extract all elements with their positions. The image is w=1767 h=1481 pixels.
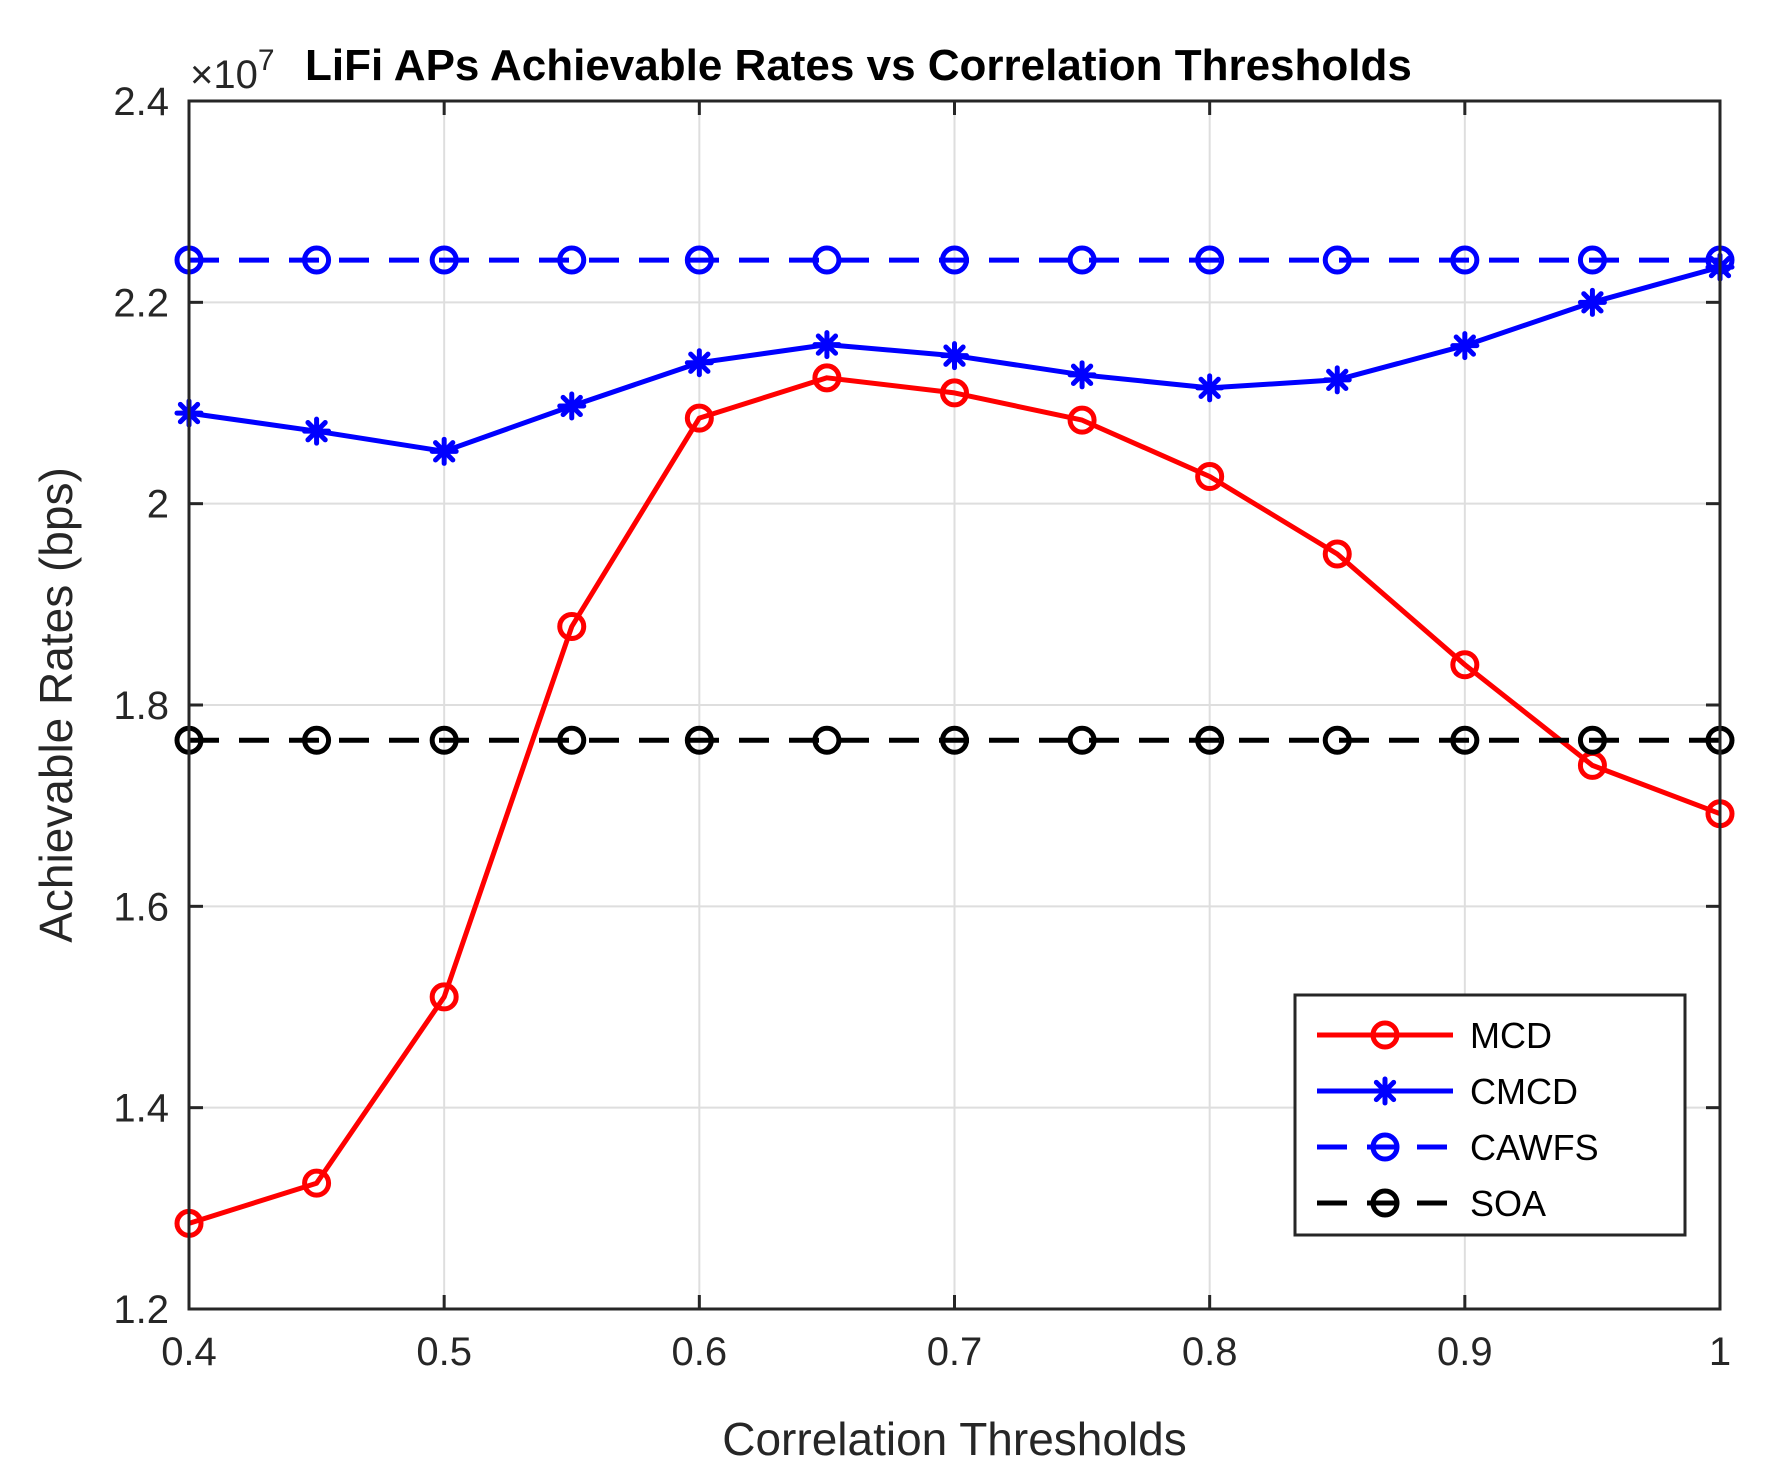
data-point-soa bbox=[557, 725, 587, 755]
exponent-base: ×10 bbox=[190, 53, 258, 97]
y-tick-label: 2 bbox=[147, 483, 169, 527]
data-point-cawfs bbox=[1450, 245, 1480, 275]
data-point-soa bbox=[1577, 725, 1607, 755]
asterisk-stroke bbox=[1198, 376, 1221, 400]
x-tick-label: 1 bbox=[1709, 1330, 1731, 1374]
data-point-mcd bbox=[940, 378, 969, 408]
data-point-mcd bbox=[1195, 461, 1225, 491]
data-point-cawfs bbox=[1195, 245, 1225, 275]
asterisk-stroke bbox=[1326, 368, 1349, 391]
data-point-cawfs bbox=[940, 245, 969, 275]
asterisk-stroke bbox=[943, 344, 966, 367]
data-point-soa bbox=[1195, 725, 1225, 755]
asterisk-stroke bbox=[1581, 291, 1604, 314]
series-line-mcd bbox=[188, 375, 1721, 1226]
asterisk-stroke bbox=[815, 333, 839, 356]
data-point-cmcd bbox=[1450, 331, 1480, 361]
data-point-soa bbox=[684, 725, 714, 755]
data-point-cmcd bbox=[557, 391, 587, 421]
axis-ticks: 0.4 0.5 0.6 0.7 0.8 0.9 1 1.2 1.4 1.6 1.8 2 2.2 2.4 bbox=[113, 80, 1731, 1374]
exponent-power: 7 bbox=[258, 44, 275, 77]
data-point-soa bbox=[812, 725, 842, 755]
y-tick-label: 2.2 bbox=[113, 281, 169, 325]
legend: MCD CMCD CAWFS SOA bbox=[1293, 993, 1687, 1237]
legend-label-mcd: MCD bbox=[1470, 1015, 1552, 1056]
y-axis-label: Achievable Rates (bps) bbox=[30, 467, 82, 943]
legend-label-cawfs: CAWFS bbox=[1470, 1127, 1599, 1168]
data-point-cmcd bbox=[812, 330, 842, 360]
data-point-cawfs bbox=[429, 245, 459, 275]
y-tick-label: 1.8 bbox=[113, 684, 169, 728]
data-point-cmcd bbox=[1577, 287, 1607, 317]
data-point-cawfs bbox=[1577, 245, 1607, 275]
x-tick-label: 0.7 bbox=[927, 1330, 983, 1374]
y-tick-label: 1.4 bbox=[113, 1087, 169, 1131]
data-point-cmcd bbox=[1322, 365, 1352, 395]
legend-marker-mcd bbox=[1370, 1020, 1400, 1050]
asterisk-stroke bbox=[560, 394, 583, 418]
data-point-soa bbox=[1322, 725, 1352, 755]
y-tick-label: 1.6 bbox=[113, 885, 169, 929]
y-tick-label: 1.2 bbox=[113, 1288, 169, 1332]
data-point-mcd bbox=[1067, 405, 1097, 435]
data-point-cawfs bbox=[557, 245, 587, 275]
data-point-cmcd bbox=[302, 416, 332, 446]
data-point-cawfs bbox=[1067, 245, 1097, 275]
legend-marker-soa bbox=[1370, 1188, 1400, 1218]
data-point-cmcd bbox=[429, 436, 459, 466]
asterisk-stroke bbox=[305, 420, 328, 443]
asterisk-stroke bbox=[688, 351, 711, 374]
x-tick-label: 0.6 bbox=[672, 1330, 728, 1374]
y-axis-exponent: ×107 bbox=[190, 44, 275, 97]
data-point-cmcd bbox=[1195, 373, 1225, 403]
asterisk-stroke bbox=[1070, 363, 1094, 386]
asterisk-stroke bbox=[433, 440, 456, 463]
data-point-soa bbox=[302, 725, 332, 755]
data-point-cawfs bbox=[302, 245, 332, 275]
data-point-mcd bbox=[302, 1168, 332, 1198]
data-point-mcd bbox=[684, 403, 714, 433]
data-point-soa bbox=[429, 725, 459, 755]
data-point-cmcd bbox=[1067, 360, 1097, 390]
data-point-cawfs bbox=[812, 245, 842, 275]
legend-label-cmcd: CMCD bbox=[1470, 1071, 1578, 1112]
x-tick-label: 0.5 bbox=[416, 1330, 472, 1374]
data-point-cmcd bbox=[940, 341, 969, 371]
x-tick-label: 0.8 bbox=[1182, 1330, 1238, 1374]
x-axis-label: Correlation Thresholds bbox=[722, 1413, 1187, 1465]
legend-marker-cawfs bbox=[1370, 1132, 1400, 1162]
asterisk-stroke bbox=[1373, 1079, 1397, 1103]
data-point-mcd bbox=[1450, 650, 1480, 680]
data-point-soa bbox=[1450, 725, 1480, 755]
data-point-cmcd bbox=[684, 348, 714, 378]
data-point-mcd bbox=[557, 611, 587, 641]
legend-marker-cmcd bbox=[1370, 1076, 1400, 1106]
chart-title: LiFi APs Achievable Rates vs Correlation… bbox=[305, 41, 1412, 90]
data-point-soa bbox=[1067, 725, 1097, 755]
data-point-mcd bbox=[812, 363, 842, 393]
y-tick-label: 2.4 bbox=[113, 80, 169, 124]
data-point-cawfs bbox=[1322, 245, 1352, 275]
data-point-mcd bbox=[1322, 539, 1352, 569]
legend-label-soa: SOA bbox=[1470, 1183, 1546, 1224]
data-point-mcd bbox=[429, 982, 459, 1012]
x-tick-label: 0.9 bbox=[1437, 1330, 1493, 1374]
data-point-soa bbox=[940, 725, 969, 755]
asterisk-stroke bbox=[1453, 334, 1476, 357]
data-point-cawfs bbox=[684, 245, 714, 275]
x-tick-label: 0.4 bbox=[161, 1330, 217, 1374]
